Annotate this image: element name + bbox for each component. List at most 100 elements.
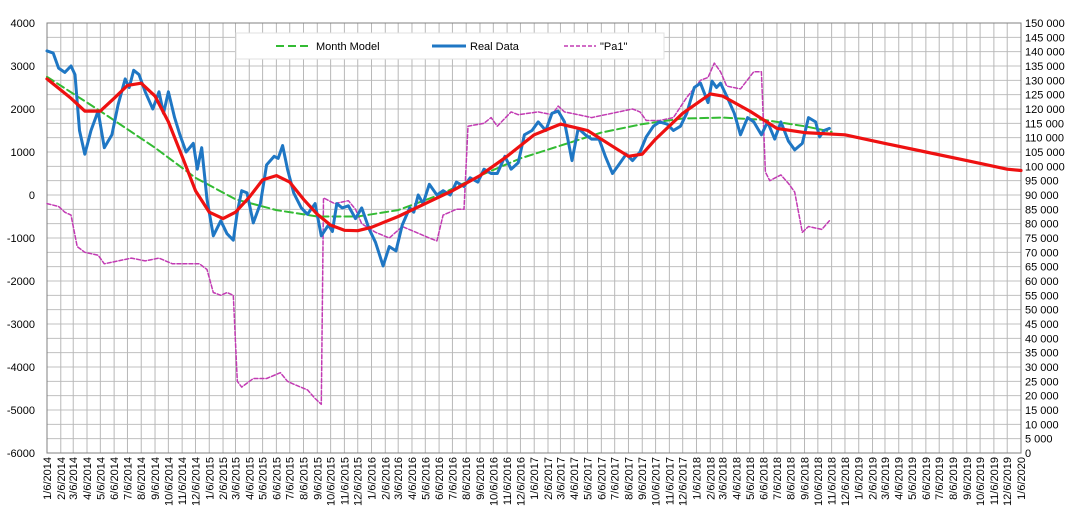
right-y-tick-label: 30 000 [1025,362,1059,374]
right-y-axis: 150 000 145 000 140 000 135 000 130 000 125 0… [1025,18,1065,460]
x-tick-label: 5/6/2014 [95,457,107,500]
x-tick-label: 5/6/2019 [907,457,919,500]
left-y-tick-label: -3000 [7,319,35,331]
x-tick-label: 6/6/2017 [596,457,608,500]
left-y-tick-label: -4000 [7,362,35,374]
x-tick-label: 9/6/2014 [150,457,162,500]
x-tick-label: 11/6/2014 [177,457,189,505]
x-tick-label: 4/6/2015 [244,457,256,500]
x-tick-label: 9/6/2016 [475,457,487,500]
x-tick-label: 2/6/2017 [543,457,555,500]
right-y-tick-label: 105 000 [1025,147,1065,159]
right-y-tick-label: 95 000 [1025,176,1059,188]
x-tick-label: 1/6/2016 [367,457,379,500]
x-tick-label: 1/6/2015 [204,457,216,500]
x-tick-label: 7/6/2019 [934,457,946,500]
right-y-tick-label: 145 000 [1025,32,1065,44]
right-y-tick-label: 110 000 [1025,133,1064,145]
left-y-tick-label: 0 [29,190,35,202]
left-y-tick-label: 4000 [11,18,35,30]
right-y-tick-label: 50 000 [1025,305,1059,317]
x-tick-label: 10/6/2017 [651,457,663,506]
x-tick-label: 3/6/2014 [68,457,80,500]
x-tick-label: 9/6/2015 [312,457,324,500]
x-tick-label: 11/6/2019 [989,457,1001,505]
x-tick-label: 2/6/2018 [705,457,717,500]
x-tick-label: 8/6/2017 [623,457,635,500]
x-tick-label: 4/6/2018 [731,457,743,500]
x-tick-label: 4/6/2014 [82,457,94,500]
left-y-axis: 4000 3000 2000 1000 0 -1000 -2000 -3000 -4000 -50… [7,18,35,460]
x-tick-label: 4/6/2017 [569,457,581,500]
left-y-tick-label: 1000 [11,147,35,159]
x-tick-label: 11/6/2018 [827,457,839,505]
right-y-tick-label: 55 000 [1025,290,1059,302]
right-y-tick-label: 130 000 [1025,75,1065,87]
x-tick-label: 12/6/2015 [353,457,365,506]
left-y-tick-label: -5000 [7,405,35,417]
x-tick-label: 1/6/2014 [42,457,54,500]
x-tick-label: 2/6/2015 [218,457,230,500]
right-y-tick-label: 75 000 [1025,233,1059,245]
x-tick-label: 4/6/2019 [894,457,906,500]
right-y-tick-label: 85 000 [1025,204,1059,216]
right-y-tick-label: 120 000 [1025,104,1065,116]
x-tick-label: 7/6/2017 [610,457,622,500]
legend-label-pa1: "Pa1" [600,41,627,53]
series-line-real-data [45,49,831,268]
right-y-tick-label: 125 000 [1025,90,1065,102]
x-tick-label: 11/6/2016 [502,457,514,505]
x-tick-label: 1/6/2018 [691,457,703,500]
x-tick-label: 11/6/2017 [664,457,676,505]
x-tick-label: 3/6/2017 [555,457,567,500]
right-y-tick-label: 150 000 [1025,18,1065,30]
right-y-tick-label: 40 000 [1025,333,1059,345]
x-tick-label: 3/6/2018 [718,457,730,500]
x-tick-label: 7/6/2015 [285,457,297,500]
x-tick-label: 2/6/2014 [56,457,68,500]
x-tick-label: 1/6/2017 [529,457,541,500]
right-y-tick-label: 10 000 [1025,419,1059,431]
x-tick-label: 6/6/2016 [434,457,446,500]
x-tick-label: 10/6/2018 [813,457,825,506]
x-tick-label: 3/6/2016 [393,457,405,500]
x-tick-label: 6/6/2018 [759,457,771,500]
left-y-tick-label: 3000 [11,61,35,73]
x-tick-label: 7/6/2018 [772,457,784,500]
x-tick-label: 12/6/2018 [840,457,852,506]
x-tick-label: 1/6/2020 [1016,457,1028,500]
right-y-tick-label: 25 000 [1025,376,1059,388]
x-tick-label: 5/6/2017 [583,457,595,500]
legend-label-real-data: Real Data [470,41,520,53]
x-tick-label: 7/6/2016 [447,457,459,500]
x-tick-label: 12/6/2019 [1002,457,1014,506]
x-tick-label: 9/6/2018 [800,457,812,500]
right-y-tick-label: 0 [1025,448,1031,460]
right-y-tick-label: 70 000 [1025,247,1059,259]
series-line-pa1 [46,62,831,406]
x-tick-label: 5/6/2015 [258,457,270,500]
x-tick-label: 10/6/2014 [163,457,175,506]
x-tick-label: 8/6/2014 [136,457,148,500]
x-tick-label: 9/6/2017 [637,457,649,500]
right-y-tick-label: 60 000 [1025,276,1059,288]
right-y-tick-label: 90 000 [1025,190,1059,202]
x-tick-label: 4/6/2016 [407,457,419,500]
left-y-tick-label: -1000 [7,233,35,245]
x-tick-label: 7/6/2014 [122,457,134,500]
legend-label-month-model: Month Model [316,41,380,53]
right-y-tick-label: 20 000 [1025,391,1059,403]
x-axis: 1/6/2014 2/6/2014 3/6/2014 4/6/2014 5/6/2014… [42,457,1028,506]
x-tick-label: 6/6/2015 [271,457,283,500]
series-layer [45,49,1023,406]
x-tick-label: 5/6/2016 [420,457,432,500]
right-y-tick-label: 45 000 [1025,319,1059,331]
x-tick-label: 3/6/2019 [880,457,892,500]
x-tick-label: 8/6/2019 [948,457,960,500]
x-tick-label: 10/6/2015 [326,457,338,506]
series-line-trend [45,77,1023,233]
right-y-tick-label: 5 000 [1025,434,1053,446]
x-tick-label: 8/6/2016 [461,457,473,500]
x-tick-label: 11/6/2015 [339,457,351,505]
